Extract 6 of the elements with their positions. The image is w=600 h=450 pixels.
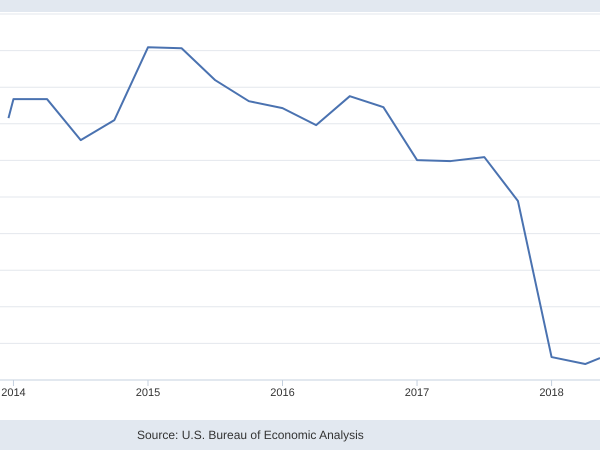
source-note: Source: U.S. Bureau of Economic Analysis xyxy=(137,428,364,442)
x-tick-label: 2015 xyxy=(136,386,160,399)
x-tick-label: 2017 xyxy=(404,386,430,399)
x-tick-label: 2016 xyxy=(270,386,295,399)
x-tick-label: 2014 xyxy=(1,386,26,399)
x-tick-label: 2018 xyxy=(539,386,564,399)
